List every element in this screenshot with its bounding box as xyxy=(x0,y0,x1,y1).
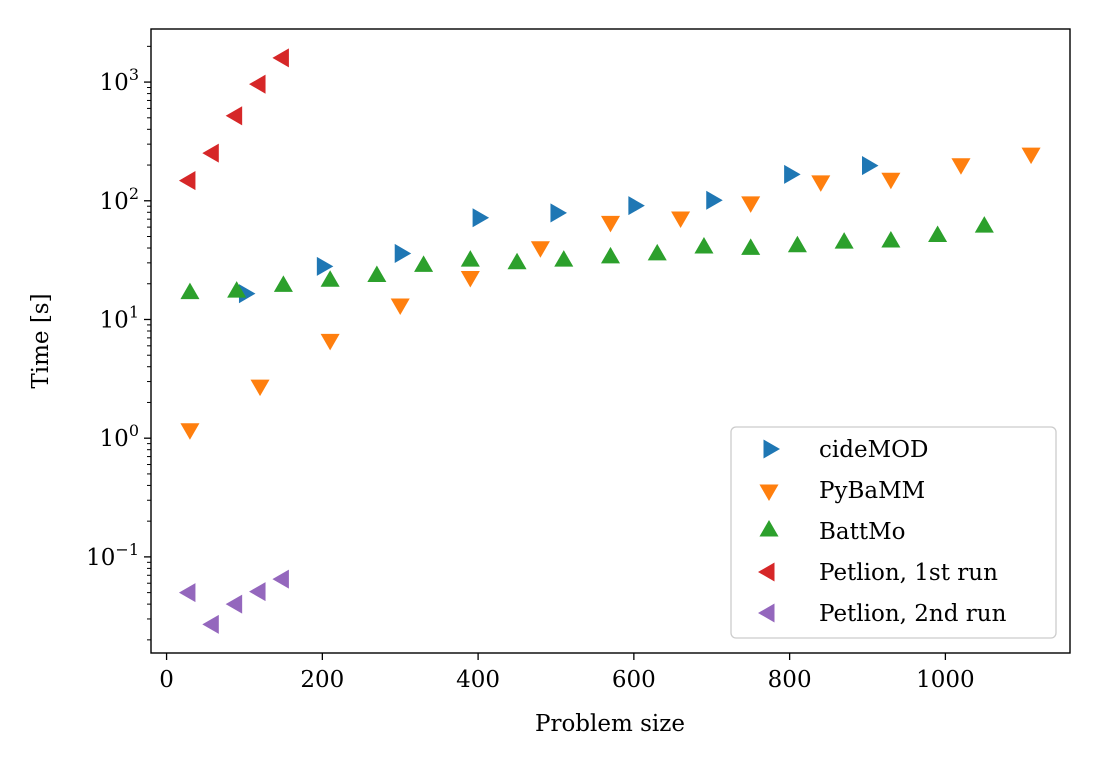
y-tick-label: 102 xyxy=(100,184,139,215)
data-point xyxy=(394,243,412,263)
series-2 xyxy=(180,216,994,300)
y-tick-label: 103 xyxy=(100,65,139,96)
y-tick-label: 100 xyxy=(100,421,139,452)
data-point xyxy=(928,225,948,243)
data-point xyxy=(249,74,266,94)
legend-marker xyxy=(758,562,775,582)
legend-marker xyxy=(758,603,775,623)
x-tick-label: 600 xyxy=(612,667,656,693)
data-point xyxy=(787,235,807,253)
y-axis-label: Time [s] xyxy=(28,293,54,388)
data-point xyxy=(811,175,831,192)
legend-marker xyxy=(763,439,780,459)
data-point xyxy=(202,143,219,163)
data-point xyxy=(460,250,480,267)
data-point xyxy=(320,333,340,351)
data-point xyxy=(1021,147,1041,165)
y-axis-ticks: 10−1 100 101 102 103 xyxy=(86,65,151,571)
data-point xyxy=(225,106,243,126)
data-point xyxy=(225,594,243,614)
data-point xyxy=(600,246,621,264)
x-tick-label: 0 xyxy=(159,667,174,693)
data-point xyxy=(881,172,901,190)
data-point xyxy=(180,282,200,300)
data-point xyxy=(460,271,480,288)
data-point xyxy=(951,158,971,175)
data-point xyxy=(741,238,761,255)
y-tick-label: 10−1 xyxy=(86,540,139,571)
data-point xyxy=(530,241,550,258)
data-point xyxy=(316,256,334,276)
data-point xyxy=(227,281,247,298)
data-point xyxy=(273,275,293,292)
series-3 xyxy=(178,48,289,191)
legend-entry-label: PyBaMM xyxy=(819,478,925,504)
legend-entry-label: cideMOD xyxy=(819,437,928,463)
data-point xyxy=(272,48,289,68)
legend-marker xyxy=(759,520,779,537)
data-point xyxy=(507,252,527,270)
data-point xyxy=(834,232,854,249)
data-point xyxy=(390,298,410,316)
data-point xyxy=(647,243,667,261)
data-point xyxy=(694,237,714,254)
data-point xyxy=(249,582,266,602)
data-point xyxy=(554,250,574,267)
data-point xyxy=(862,156,879,176)
legend: cideMOD PyBaMM BattMo Petlion, 1st run Petli… xyxy=(730,426,1057,639)
y-tick-label: 101 xyxy=(100,302,139,333)
series-0 xyxy=(238,156,879,304)
data-markers xyxy=(178,48,1041,634)
legend-entry-label: Petlion, 1st run xyxy=(819,560,998,586)
data-point xyxy=(741,196,761,213)
data-point xyxy=(202,614,219,634)
data-point xyxy=(178,583,196,603)
series-4 xyxy=(178,569,289,634)
data-point xyxy=(628,196,645,216)
data-point xyxy=(320,270,340,287)
legend-entry-label: Petlion, 2nd run xyxy=(819,601,1007,627)
data-point xyxy=(180,423,200,440)
data-point xyxy=(178,171,196,191)
data-point xyxy=(974,216,994,233)
data-point xyxy=(600,215,621,233)
x-axis-ticks: 0 200 400 600 800 1000 xyxy=(159,653,975,693)
data-point xyxy=(784,164,801,184)
x-tick-label: 1000 xyxy=(916,667,975,693)
data-point xyxy=(414,255,434,272)
data-point xyxy=(671,211,691,229)
legend-entry-label: BattMo xyxy=(819,519,906,545)
data-point xyxy=(881,230,901,248)
legend-frame xyxy=(730,426,1057,639)
data-point xyxy=(367,265,387,283)
legend-marker xyxy=(759,484,779,501)
data-point xyxy=(272,569,289,589)
series-1 xyxy=(180,147,1041,440)
x-tick-label: 200 xyxy=(300,667,344,693)
x-tick-label: 800 xyxy=(768,667,812,693)
x-tick-label: 400 xyxy=(456,667,500,693)
data-point xyxy=(238,284,256,304)
data-point xyxy=(472,208,490,228)
data-point xyxy=(250,379,270,397)
x-axis-label: Problem size xyxy=(535,711,685,737)
data-point xyxy=(706,190,723,210)
plot-frame xyxy=(150,28,1071,654)
data-point xyxy=(550,203,567,223)
